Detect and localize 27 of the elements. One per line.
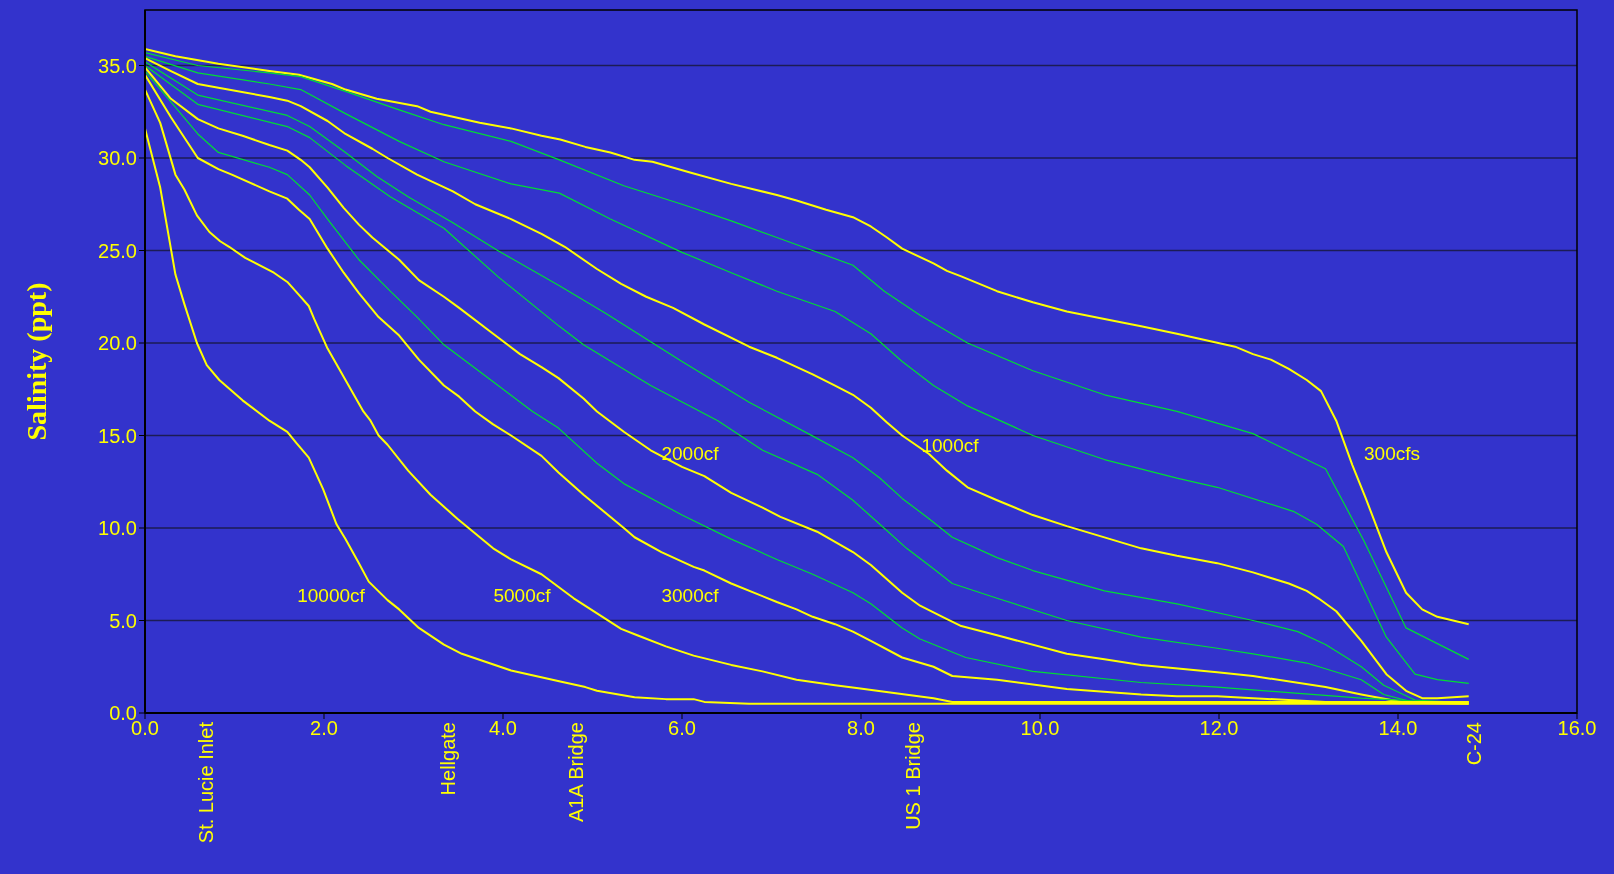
x-tick-label: 14.0: [1378, 717, 1418, 740]
y-tick-label: 15.0: [98, 424, 137, 447]
x-tick-label: 4.0: [489, 717, 517, 740]
x-tick-label: 16.0: [1557, 717, 1597, 740]
series-label: 3000cf: [661, 584, 720, 606]
y-tick-label: 35.0: [98, 54, 137, 77]
text: C-24: [1463, 722, 1485, 766]
series-label: 5000cf: [493, 584, 552, 606]
x-tick-label: 8.0: [847, 717, 875, 740]
x-tick-label: 12.0: [1199, 717, 1239, 740]
x-tick-label: 6.0: [668, 717, 696, 740]
series-label: 2000cf: [661, 442, 720, 464]
text: Hellgate: [437, 722, 459, 796]
x-tick-label: 2.0: [310, 717, 338, 740]
series-label: 1000cf: [921, 434, 980, 456]
series-label: 300cfs: [1364, 442, 1420, 464]
y-tick-label: 5.0: [109, 609, 137, 632]
text: A1A Bridge: [565, 722, 587, 823]
series-label: 10000cf: [297, 584, 366, 606]
y-tick-label: 20.0: [98, 332, 137, 355]
y-tick-label: 25.0: [98, 239, 137, 262]
y-axis-title: Salinity (ppt): [20, 282, 52, 441]
text: US 1 Bridge: [902, 722, 924, 830]
y-tick-label: 10.0: [98, 517, 137, 540]
x-tick-label: 10.0: [1020, 717, 1060, 740]
y-tick-label: 30.0: [98, 147, 137, 170]
text: St. Lucie Inlet: [195, 721, 217, 844]
